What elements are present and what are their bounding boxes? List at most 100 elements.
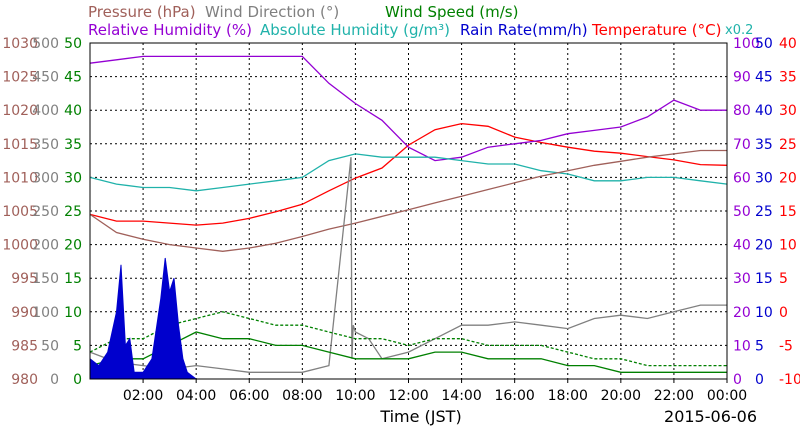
x-tick-label: 02:00 (123, 388, 163, 404)
y-tick-label-temperature: 5 (779, 271, 788, 287)
y-tick-label-relative-humidity: 30 (733, 271, 751, 287)
y-tick-label-rain-rate: 20 (755, 238, 773, 254)
series-pressure-hpa (89, 149, 727, 252)
legend-entry: Pressure (hPa) (88, 3, 196, 21)
y-tick-label-relative-humidity: 50 (733, 204, 751, 220)
left-axes: 9809859909951000100510101015102010251030… (2, 36, 82, 388)
y-tick-label-wind-speed: 5 (73, 338, 82, 354)
y-tick-label-temperature: 15 (779, 204, 797, 220)
legend-entry: Wind Direction (°) (205, 3, 339, 21)
y-tick-label-pressure: 1015 (2, 137, 38, 153)
y-tick-label-temperature: -10 (779, 372, 800, 388)
y-tick-label-relative-humidity: 0 (733, 372, 742, 388)
y-tick-label-relative-humidity: 20 (733, 305, 751, 321)
series-wind-speed-m-s-gust (89, 311, 727, 367)
y-tick-label-temperature: 20 (779, 170, 797, 186)
x-tick-label: 22:00 (654, 388, 694, 404)
y-tick-label-relative-humidity: 70 (733, 137, 751, 153)
abs-humidity-scale-note: x0.2 (725, 23, 753, 38)
y-tick-label-relative-humidity: 90 (733, 70, 751, 86)
y-tick-label-relative-humidity: 10 (733, 338, 751, 354)
y-tick-label-relative-humidity: 40 (733, 238, 751, 254)
y-tick-label-wind-direction: 100 (32, 305, 59, 321)
series-absolute-humidity-g-m (89, 153, 728, 192)
y-tick-label-rain-rate: 30 (755, 170, 773, 186)
y-tick-label-wind-direction: 200 (32, 238, 59, 254)
legend-entry: Wind Speed (m/s) (385, 3, 518, 21)
y-tick-label-wind-speed: 40 (64, 103, 82, 119)
y-tick-label-wind-direction: 350 (32, 137, 59, 153)
legend: Pressure (hPa) Wind Direction (°) Wind Spe… (88, 3, 753, 39)
x-tick-label: 04:00 (176, 388, 216, 404)
y-tick-label-pressure: 1025 (2, 70, 38, 86)
y-tick-label-relative-humidity: 100 (733, 36, 760, 52)
y-tick-label-temperature: 30 (779, 103, 797, 119)
legend-entry: Rain Rate(mm/h) (460, 21, 588, 39)
series-temperature-c (89, 122, 728, 226)
y-tick-label-temperature: 0 (779, 305, 788, 321)
x-tick-label: 18:00 (548, 388, 588, 404)
y-tick-label-wind-speed: 10 (64, 305, 82, 321)
y-tick-label-rain-rate: 5 (755, 338, 764, 354)
y-tick-label-temperature: 10 (779, 238, 797, 254)
y-tick-label-pressure: 990 (11, 305, 38, 321)
y-tick-label-wind-direction: 250 (32, 204, 59, 220)
y-tick-label-rain-rate: 15 (755, 271, 773, 287)
x-tick-label: 08:00 (282, 388, 322, 404)
y-tick-label-pressure: 980 (11, 372, 38, 388)
y-tick-label-wind-speed: 35 (64, 137, 82, 153)
y-tick-label-wind-direction: 0 (50, 372, 59, 388)
y-tick-label-wind-direction: 500 (32, 36, 59, 52)
x-tick-label: 06:00 (229, 388, 269, 404)
y-tick-label-wind-direction: 50 (41, 338, 59, 354)
y-tick-label-wind-direction: 450 (32, 70, 59, 86)
y-tick-label-pressure: 1030 (2, 36, 38, 52)
y-tick-label-relative-humidity: 60 (733, 170, 751, 186)
y-tick-label-rain-rate: 45 (755, 70, 773, 86)
y-tick-label-rain-rate: 0 (755, 372, 764, 388)
y-tick-label-wind-direction: 300 (32, 170, 59, 186)
y-tick-label-temperature: 35 (779, 70, 797, 86)
y-tick-label-wind-speed: 20 (64, 238, 82, 254)
x-tick-label: 10:00 (335, 388, 375, 404)
y-tick-label-temperature: 40 (779, 36, 797, 52)
x-axis-label: Time (JST) (379, 407, 461, 426)
legend-entry: Relative Humidity (%) (88, 21, 252, 39)
x-tick-label: 14:00 (441, 388, 481, 404)
y-tick-label-wind-speed: 30 (64, 170, 82, 186)
y-tick-label-pressure: 1000 (2, 238, 38, 254)
legend-entry: Absolute Humidity (g/m³) (260, 21, 450, 39)
date-label: 2015-06-06 (664, 407, 757, 426)
series-relative-humidity (89, 55, 727, 162)
y-tick-label-rain-rate: 25 (755, 204, 773, 220)
series-wind-speed-m-s (89, 331, 727, 373)
y-tick-label-rain-rate: 35 (755, 137, 773, 153)
x-tick-label: 16:00 (494, 388, 534, 404)
y-tick-label-wind-speed: 0 (73, 372, 82, 388)
y-tick-label-wind-speed: 45 (64, 70, 82, 86)
y-tick-label-relative-humidity: 80 (733, 103, 751, 119)
x-axis: 02:00 04:00 06:00 08:00 10:00 12:00 14:00 16:00… (123, 379, 747, 404)
y-tick-label-wind-speed: 15 (64, 271, 82, 287)
right-axes: 0102030405060708090100051015202530354045… (733, 36, 800, 388)
y-tick-label-rain-rate: 50 (755, 36, 773, 52)
y-tick-label-pressure: 1010 (2, 170, 38, 186)
y-tick-label-temperature: 25 (779, 137, 797, 153)
y-tick-label-rain-rate: 40 (755, 103, 773, 119)
y-tick-label-wind-speed: 50 (64, 36, 82, 52)
y-tick-label-pressure: 995 (11, 271, 38, 287)
y-tick-label-wind-direction: 150 (32, 271, 59, 287)
legend-entry: Temperature (°C) (591, 21, 721, 39)
grid (90, 43, 727, 379)
y-tick-label-pressure: 1020 (2, 103, 38, 119)
x-tick-label: 20:00 (601, 388, 641, 404)
y-tick-label-wind-speed: 25 (64, 204, 82, 220)
y-tick-label-rain-rate: 10 (755, 305, 773, 321)
x-tick-label: 12:00 (388, 388, 428, 404)
y-tick-label-wind-direction: 400 (32, 103, 59, 119)
y-tick-label-pressure: 1005 (2, 204, 38, 220)
x-tick-label: 00:00 (707, 388, 747, 404)
y-tick-label-pressure: 985 (11, 338, 38, 354)
y-tick-label-temperature: -5 (779, 338, 793, 354)
